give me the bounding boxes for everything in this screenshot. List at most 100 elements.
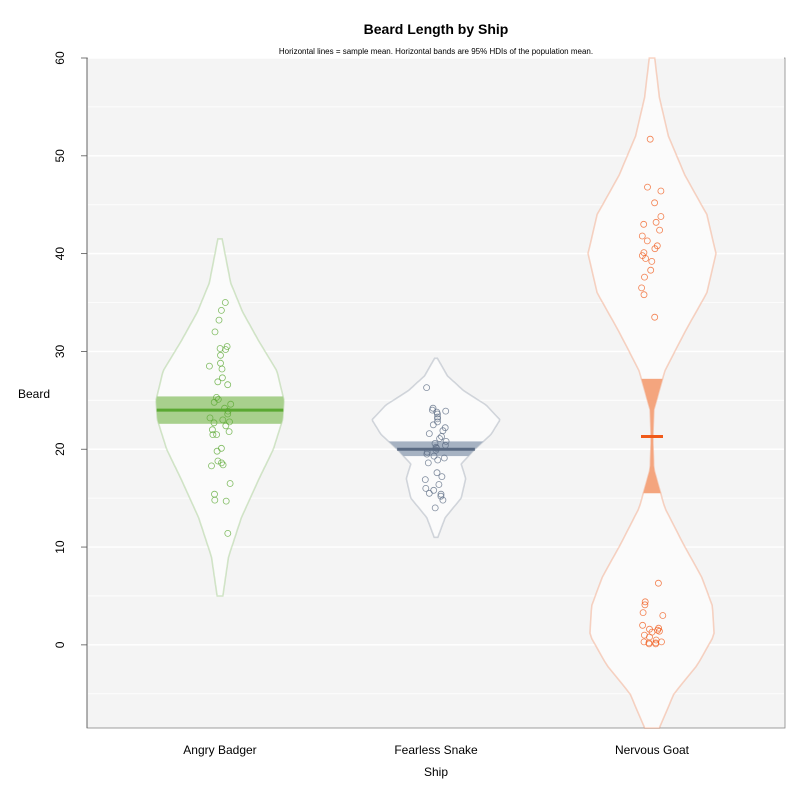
data-point (640, 220, 648, 228)
data-point (638, 284, 645, 292)
data-point (434, 456, 442, 464)
data-point (651, 245, 659, 253)
data-point (442, 407, 450, 415)
data-point (218, 374, 226, 382)
data-point (435, 481, 443, 488)
data-point (219, 416, 227, 424)
data-point (425, 489, 433, 497)
data-point (655, 579, 662, 587)
data-point (214, 457, 222, 465)
x-tick-label: Fearless Snake (394, 743, 478, 757)
bean-group (371, 357, 501, 539)
data-point (425, 430, 433, 438)
data-point (652, 218, 660, 226)
data-point (226, 480, 234, 487)
data-point (208, 426, 216, 434)
data-point (638, 232, 646, 240)
data-point (439, 496, 447, 504)
data-point (437, 490, 445, 498)
data-point (434, 413, 441, 421)
data-point (640, 291, 648, 299)
data-point (648, 257, 656, 265)
y-tick-label: 30 (53, 344, 67, 358)
data-point (641, 273, 648, 281)
data-point (226, 418, 233, 426)
data-point (641, 598, 649, 606)
data-point (218, 365, 226, 373)
data-point (657, 213, 665, 220)
data-point (659, 612, 667, 619)
data-point (222, 422, 230, 430)
data-point (210, 398, 218, 406)
data-point (429, 421, 437, 429)
data-point (641, 601, 649, 609)
data-point (442, 437, 450, 445)
data-point (431, 439, 439, 447)
data-point (219, 461, 227, 469)
data-point (209, 431, 217, 439)
data-point (208, 462, 215, 470)
y-tick-label: 0 (53, 641, 67, 648)
data-point (438, 473, 446, 481)
data-point (224, 381, 232, 389)
data-point (656, 226, 663, 234)
data-point (438, 433, 445, 440)
x-tick-label: Angry Badger (183, 743, 256, 757)
data-point (210, 419, 218, 427)
data-point (424, 459, 432, 467)
data-point (206, 414, 214, 422)
data-point (441, 441, 449, 449)
data-point (430, 452, 438, 460)
chart-subtitle: Horizontal lines = sample mean. Horizont… (279, 47, 593, 56)
data-point (217, 351, 224, 359)
data-point (646, 135, 654, 143)
data-point (423, 384, 431, 392)
data-point (434, 415, 442, 423)
data-point (221, 299, 229, 306)
y-axis-label: Beard (18, 387, 50, 401)
data-point (432, 446, 440, 454)
data-point (422, 484, 430, 492)
data-point (433, 469, 441, 477)
data-point (639, 621, 646, 629)
data-point (639, 609, 647, 616)
data-point (213, 447, 221, 455)
x-tick-label: Nervous Goat (615, 743, 690, 757)
y-axis: 0 10 20 30 40 50 60 (53, 51, 88, 728)
data-point (224, 410, 232, 418)
data-point (647, 266, 655, 274)
data-point (431, 504, 439, 512)
data-point (213, 431, 221, 439)
data-point (214, 378, 222, 386)
data-point (428, 406, 436, 414)
data-point (656, 627, 663, 635)
y-tick-label: 40 (53, 247, 67, 261)
y-tick-label: 50 (53, 149, 67, 163)
data-point (217, 306, 225, 314)
data-point (215, 316, 223, 324)
data-point (644, 183, 651, 191)
data-point (437, 492, 445, 500)
data-point (423, 450, 431, 458)
data-point (440, 454, 448, 462)
data-point (421, 476, 429, 484)
data-point (222, 497, 230, 505)
data-point (652, 640, 660, 648)
data-point (224, 530, 232, 537)
data-point (645, 640, 653, 648)
chart-title: Beard Length by Ship (364, 21, 509, 37)
data-point (643, 237, 651, 245)
data-point (205, 362, 213, 370)
data-point (436, 435, 444, 442)
y-tick-label: 10 (53, 540, 67, 554)
y-tick-label: 20 (53, 442, 67, 456)
data-point (216, 345, 224, 352)
data-point (227, 400, 235, 408)
data-point (211, 328, 219, 336)
data-point (651, 199, 658, 207)
y-tick-label: 60 (53, 51, 67, 65)
data-point (225, 428, 233, 436)
data-point (651, 313, 659, 321)
data-point (657, 187, 665, 195)
